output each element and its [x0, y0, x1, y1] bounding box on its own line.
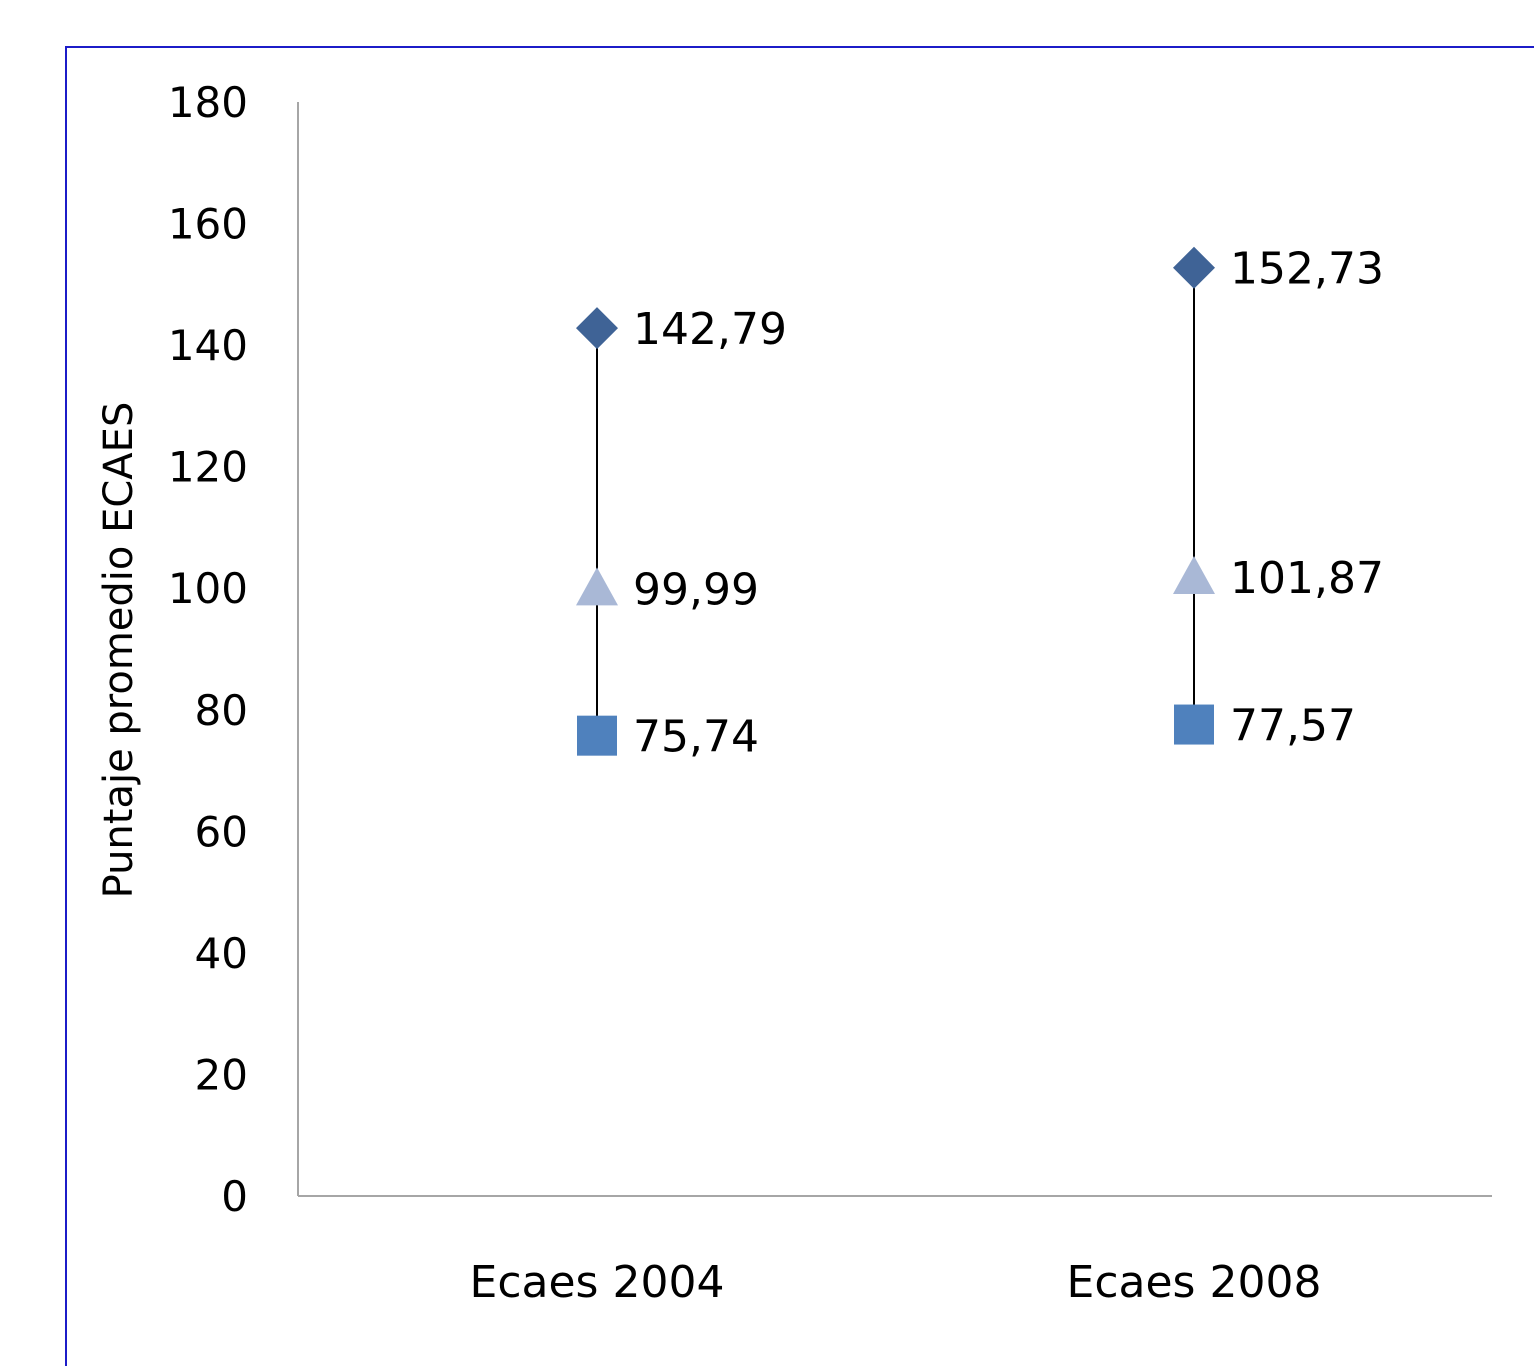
y-tick-label: 100	[168, 564, 248, 613]
x-category-labels: Ecaes 2004 Ecaes 2008	[470, 1257, 1322, 1308]
data-label: 77,57	[1230, 701, 1356, 752]
data-label: 101,87	[1230, 553, 1384, 604]
data-label: 152,73	[1230, 244, 1384, 295]
data-label: 99,99	[633, 564, 759, 615]
square-marker	[577, 715, 617, 756]
x-category-label: Ecaes 2008	[1067, 1257, 1322, 1308]
data-label: 75,74	[633, 712, 759, 763]
data-labels: 142,79 152,73 99,99 101,87 75,74 77,57	[633, 244, 1384, 763]
y-tick-label: 180	[168, 78, 248, 127]
y-tick-label: 120	[168, 443, 248, 492]
y-tick-label: 40	[195, 929, 248, 978]
chart-frame	[65, 46, 1534, 1366]
axes	[297, 102, 1492, 1197]
triangle-marker	[1173, 555, 1215, 594]
diamond-marker	[576, 307, 618, 350]
x-category-label: Ecaes 2004	[470, 1257, 725, 1308]
y-tick-label: 140	[168, 321, 248, 370]
y-axis-title: Puntaje promedio ECAES	[96, 402, 142, 899]
y-tick-labels: 0 20 40 60 80 100 120 140 160 180	[168, 78, 248, 1221]
data-label: 142,79	[633, 304, 787, 355]
diamond-marker	[1173, 246, 1215, 289]
square-marker	[1174, 704, 1214, 745]
y-tick-label: 80	[195, 686, 248, 735]
triangle-marker	[576, 567, 618, 606]
data-markers	[576, 246, 1215, 756]
y-tick-label: 0	[221, 1172, 248, 1221]
y-tick-label: 160	[168, 200, 248, 249]
y-tick-label: 60	[195, 807, 248, 856]
y-tick-label: 20	[195, 1050, 248, 1099]
hilo-lines	[596, 267, 1195, 736]
